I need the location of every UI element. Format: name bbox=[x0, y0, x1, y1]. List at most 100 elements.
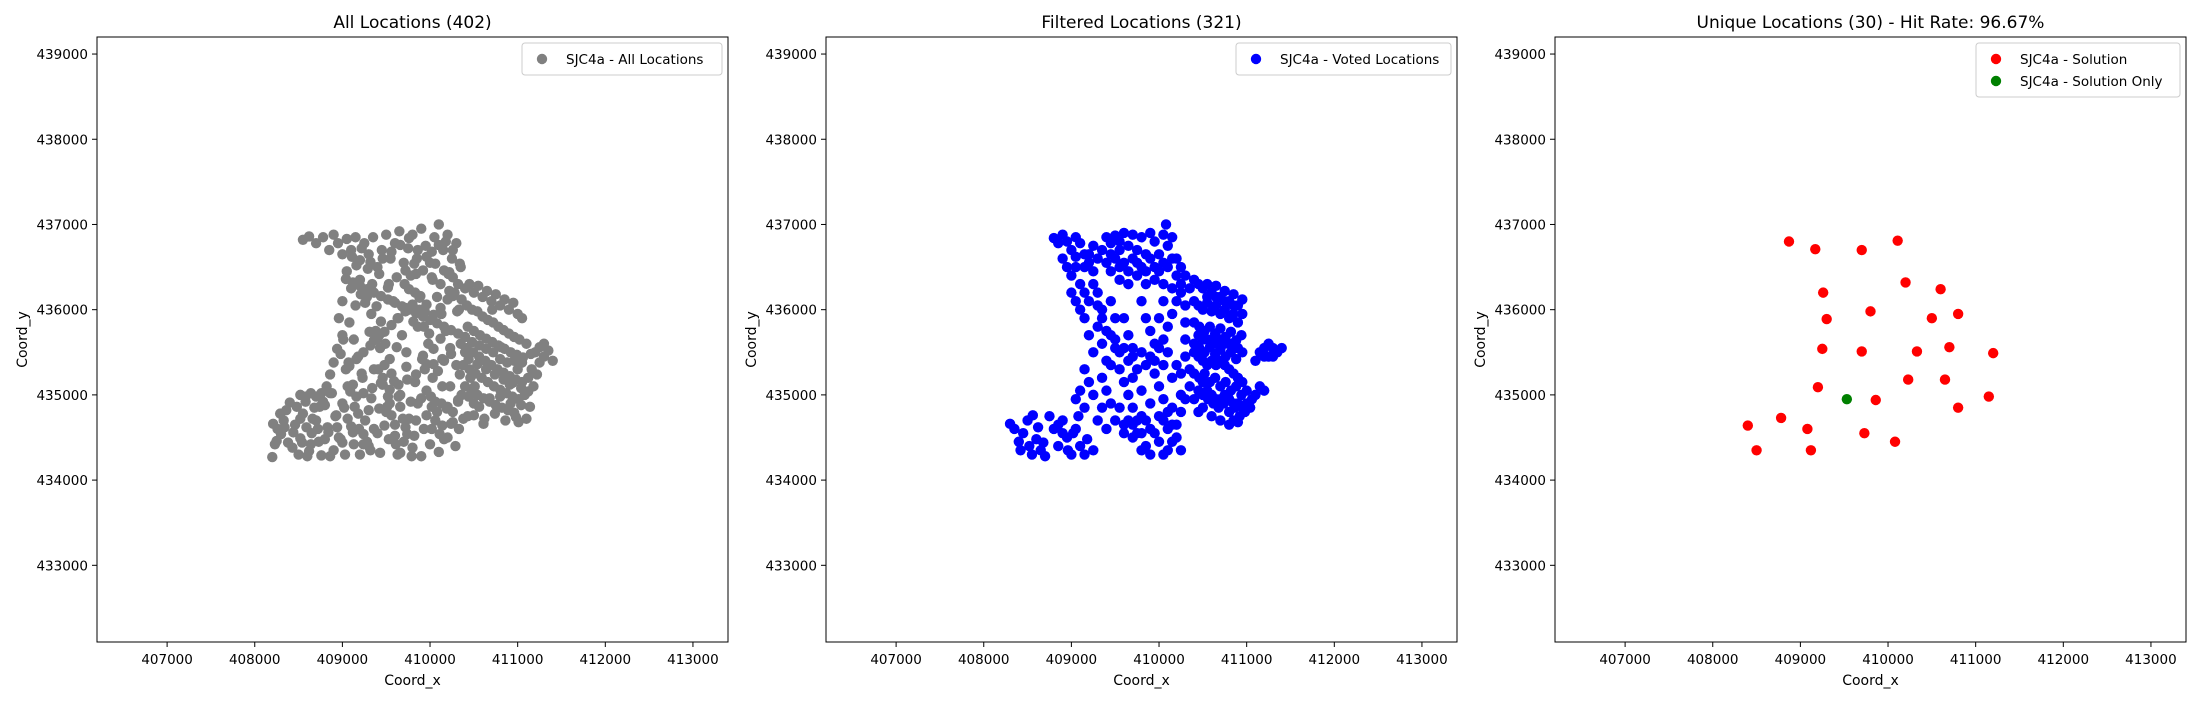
scatter-point bbox=[1199, 368, 1210, 379]
scatter-point bbox=[1083, 295, 1095, 307]
scatter-point bbox=[1180, 351, 1191, 362]
scatter-point bbox=[1193, 385, 1204, 396]
scatter-point bbox=[375, 316, 387, 327]
scatter-point bbox=[1096, 372, 1108, 384]
scatter-point bbox=[463, 391, 474, 402]
scatter-point bbox=[1114, 244, 1125, 256]
scatter-point bbox=[442, 401, 453, 413]
scatter-point bbox=[510, 411, 522, 423]
scatter-point bbox=[1136, 385, 1147, 396]
scatter-point bbox=[1175, 261, 1187, 273]
scatter-point bbox=[428, 309, 439, 320]
scatter-point bbox=[386, 410, 397, 421]
scatter-point bbox=[305, 439, 317, 450]
y-tick-label: 436000 bbox=[1494, 303, 1546, 319]
x-tick-label: 413000 bbox=[667, 652, 719, 668]
legend-marker bbox=[1990, 75, 2002, 87]
scatter-point bbox=[391, 341, 402, 353]
scatter-point bbox=[1219, 304, 1230, 315]
scatter-point bbox=[1911, 346, 1923, 357]
scatter-point bbox=[328, 229, 339, 240]
scatter-point bbox=[1118, 342, 1130, 354]
scatter-point bbox=[1162, 347, 1173, 358]
legend-box bbox=[521, 42, 723, 76]
scatter-point bbox=[1088, 347, 1099, 358]
scatter-point bbox=[317, 232, 329, 243]
scatter-point bbox=[1105, 398, 1117, 409]
scatter-point bbox=[435, 333, 446, 344]
scatter-point bbox=[1114, 261, 1125, 273]
scatter-point bbox=[1092, 321, 1103, 332]
scatter-point bbox=[1101, 257, 1112, 269]
scatter-point bbox=[288, 427, 299, 438]
scatter-point bbox=[1074, 238, 1086, 249]
scatter-point bbox=[456, 294, 467, 305]
scatter-point bbox=[379, 326, 390, 338]
scatter-point bbox=[490, 289, 501, 300]
scatter-point bbox=[434, 428, 445, 440]
scatter-point bbox=[1038, 437, 1049, 448]
x-tick-label: 408000 bbox=[229, 652, 281, 668]
scatter-point bbox=[1149, 274, 1160, 286]
scatter-point bbox=[1127, 372, 1138, 384]
scatter-point bbox=[1219, 285, 1230, 297]
scatter-point bbox=[1775, 412, 1787, 424]
scatter-point bbox=[1074, 440, 1086, 452]
scatter-point bbox=[410, 415, 422, 426]
series-1 bbox=[1004, 219, 1287, 462]
scatter-point bbox=[393, 312, 404, 324]
scatter-point bbox=[351, 260, 362, 271]
scatter-point bbox=[1210, 300, 1222, 311]
scatter-point bbox=[1158, 278, 1169, 290]
scatter-point bbox=[348, 439, 359, 450]
scatter-point bbox=[1225, 326, 1237, 338]
scatter-point bbox=[1841, 393, 1853, 405]
scatter-point bbox=[1145, 253, 1156, 264]
y-tick-label: 434000 bbox=[1494, 473, 1546, 489]
scatter-point bbox=[1180, 317, 1191, 328]
scatter-point bbox=[405, 396, 416, 407]
scatter-point bbox=[1131, 257, 1143, 269]
scatter-point bbox=[380, 338, 391, 349]
scatter-point bbox=[489, 369, 501, 380]
scatter-point bbox=[399, 278, 410, 290]
scatter-point bbox=[358, 387, 369, 399]
scatter-point bbox=[1983, 391, 1995, 402]
scatter-point bbox=[354, 449, 366, 460]
scatter-point bbox=[391, 272, 402, 283]
scatter-point bbox=[1817, 287, 1829, 298]
y-tick-label: 435000 bbox=[765, 388, 817, 404]
scatter-point bbox=[1821, 313, 1832, 325]
scatter-point bbox=[450, 440, 461, 452]
scatter-point bbox=[1166, 308, 1178, 320]
scatter-point bbox=[1258, 385, 1270, 396]
scatter-point bbox=[345, 386, 356, 397]
scatter-point bbox=[423, 328, 435, 339]
scatter-point bbox=[1145, 449, 1156, 460]
scatter-point bbox=[522, 372, 534, 384]
scatter-point bbox=[1053, 419, 1064, 430]
scatter-point bbox=[401, 347, 412, 358]
scatter-point bbox=[1127, 351, 1138, 362]
scatter-point bbox=[331, 422, 343, 433]
scatter-point bbox=[526, 364, 537, 375]
scatter-point bbox=[1070, 295, 1081, 307]
scatter-point bbox=[1053, 440, 1064, 452]
scatter-point bbox=[1188, 393, 1200, 405]
scatter-point bbox=[1017, 428, 1029, 439]
scatter-point bbox=[1236, 330, 1247, 341]
scatter-point bbox=[1153, 312, 1165, 324]
scatter-point bbox=[412, 244, 423, 256]
scatter-point bbox=[1079, 402, 1090, 413]
scatter-point bbox=[393, 379, 404, 390]
y-tick-label: 439000 bbox=[765, 47, 817, 63]
y-axis-label: Coord_y bbox=[15, 311, 31, 368]
series-2 bbox=[1841, 393, 1853, 405]
scatter-point bbox=[1812, 382, 1824, 393]
scatter-point bbox=[356, 243, 367, 254]
scatter-point bbox=[487, 304, 498, 315]
scatter-point bbox=[417, 265, 429, 276]
scatter-point bbox=[1162, 240, 1173, 251]
scatter-point bbox=[1105, 249, 1117, 260]
scatter-point bbox=[291, 401, 303, 413]
